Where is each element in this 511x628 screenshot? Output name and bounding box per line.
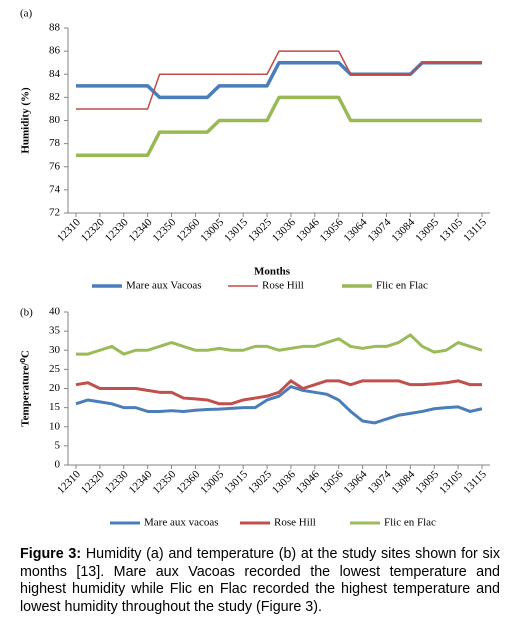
y-tick-label: 5 bbox=[55, 439, 61, 451]
legend-label: Mare aux Vacoas bbox=[126, 280, 202, 292]
y-tick-label: 10 bbox=[49, 420, 61, 432]
y-tick-label: 78 bbox=[49, 137, 61, 149]
figure: (a)Humidity (%)7274767880828486881231012… bbox=[20, 8, 490, 529]
x-tick-label: 12350 bbox=[151, 468, 179, 496]
panel-label: (a) bbox=[20, 8, 33, 20]
legend-label: Mare aux vacoas bbox=[144, 517, 219, 529]
x-axis-title: Months bbox=[254, 266, 291, 278]
series-line bbox=[75, 379, 482, 406]
y-tick-label: 76 bbox=[49, 160, 61, 172]
y-tick-label: 15 bbox=[49, 401, 61, 413]
y-axis-title: Humidity (%) bbox=[20, 87, 32, 154]
x-tick-label: 12340 bbox=[127, 216, 155, 244]
x-tick-label: 13095 bbox=[413, 468, 441, 496]
series-line bbox=[76, 333, 483, 356]
x-tick-label: 13095 bbox=[413, 216, 441, 244]
caption-text: Humidity (a) and temperature (b) at the … bbox=[20, 546, 501, 615]
legend-label: Flic en Flac bbox=[376, 280, 428, 292]
series-line bbox=[76, 50, 482, 110]
y-tick-label: 20 bbox=[49, 382, 61, 394]
x-tick-label: 13115 bbox=[461, 468, 489, 496]
x-tick-label: 13064 bbox=[342, 468, 370, 496]
x-tick-label: 13036 bbox=[270, 216, 298, 244]
y-tick-label: 74 bbox=[49, 183, 61, 195]
x-tick-label: 13105 bbox=[437, 468, 465, 496]
y-tick-label: 0 bbox=[55, 459, 61, 471]
legend-label: Rose Hill bbox=[274, 517, 316, 529]
x-tick-label: 13046 bbox=[294, 216, 322, 244]
x-tick-label: 13084 bbox=[389, 216, 417, 244]
x-tick-label: 12320 bbox=[79, 216, 107, 244]
x-tick-label: 13074 bbox=[365, 468, 393, 496]
x-tick-label: 12320 bbox=[79, 468, 107, 496]
y-tick-label: 82 bbox=[49, 91, 60, 103]
x-tick-label: 13025 bbox=[246, 468, 274, 496]
x-tick-label: 13084 bbox=[389, 468, 417, 496]
x-tick-label: 12350 bbox=[151, 216, 179, 244]
y-tick-label: 25 bbox=[49, 363, 61, 375]
x-tick-label: 12330 bbox=[103, 468, 131, 496]
y-tick-label: 30 bbox=[49, 344, 61, 356]
x-tick-label: 12360 bbox=[174, 468, 202, 496]
y-tick-label: 35 bbox=[49, 325, 61, 337]
x-tick-label: 13025 bbox=[246, 216, 274, 244]
series-line bbox=[76, 95, 482, 157]
x-tick-label: 13036 bbox=[270, 468, 298, 496]
x-tick-label: 13074 bbox=[365, 216, 393, 244]
x-tick-label: 13056 bbox=[318, 216, 346, 244]
series-line bbox=[76, 60, 482, 100]
legend-label: Rose Hill bbox=[262, 280, 304, 292]
y-tick-label: 88 bbox=[49, 22, 61, 34]
x-tick-label: 12360 bbox=[174, 216, 202, 244]
x-tick-label: 13005 bbox=[198, 468, 226, 496]
y-axis-title: Temperature/⁰C bbox=[20, 350, 32, 427]
x-tick-label: 12340 bbox=[127, 468, 155, 496]
x-tick-label: 13005 bbox=[198, 216, 226, 244]
x-tick-label: 12310 bbox=[55, 216, 83, 244]
x-tick-label: 13115 bbox=[461, 216, 489, 244]
x-tick-label: 12310 bbox=[55, 468, 83, 496]
x-tick-label: 13064 bbox=[342, 216, 370, 244]
y-tick-label: 80 bbox=[49, 114, 61, 126]
x-tick-label: 13015 bbox=[222, 216, 250, 244]
caption-label: Figure 3: bbox=[20, 546, 82, 562]
series-line bbox=[75, 385, 483, 425]
x-tick-label: 12330 bbox=[103, 216, 131, 244]
y-tick-label: 84 bbox=[49, 68, 61, 80]
x-tick-label: 13105 bbox=[437, 216, 465, 244]
y-tick-label: 86 bbox=[49, 45, 61, 57]
caption: Figure 3: Humidity (a) and temperature (… bbox=[20, 546, 500, 616]
x-tick-label: 13056 bbox=[318, 468, 346, 496]
panel-label: (b) bbox=[20, 307, 33, 319]
x-tick-label: 13046 bbox=[294, 468, 322, 496]
x-tick-label: 13015 bbox=[222, 468, 250, 496]
legend-label: Flic en Flac bbox=[384, 517, 436, 529]
y-tick-label: 72 bbox=[49, 207, 60, 219]
y-tick-label: 40 bbox=[49, 306, 61, 318]
